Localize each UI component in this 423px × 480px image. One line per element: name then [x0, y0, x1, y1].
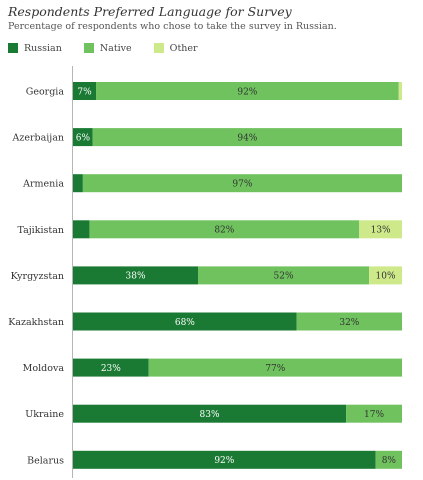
- category-label-azerbaijan: Azerbaijan: [11, 133, 64, 144]
- category-label-belarus: Belarus: [27, 455, 64, 466]
- bar-azerbaijan-native: [92, 128, 403, 147]
- legend-item-russian: Russian: [8, 43, 62, 54]
- chart-title: Respondents Preferred Language for Surve…: [8, 4, 292, 19]
- bar-kyrgyzstan-russian: [73, 266, 199, 285]
- legend-swatch-native: [83, 43, 94, 53]
- legend-swatch-russian: [8, 43, 18, 53]
- value-label-azerbaijan-native: 94%: [237, 133, 257, 143]
- bar-belarus-russian: [73, 450, 376, 469]
- value-label-kyrgyzstan-other: 10%: [376, 272, 396, 282]
- bar-kazakhstan-native: [296, 312, 402, 331]
- chart-subtitle: Percentage of respondents who chose to t…: [8, 21, 337, 32]
- bar-georgia-russian: [73, 82, 97, 100]
- value-label-tajikistan-other: 13%: [371, 226, 391, 236]
- value-label-azerbaijan-russian: 6%: [76, 133, 91, 143]
- bar-tajikistan-native: [89, 220, 360, 239]
- bar-ukraine-native: [346, 404, 402, 423]
- value-label-kyrgyzstan-native: 52%: [274, 272, 294, 282]
- value-label-moldova-native: 77%: [265, 364, 285, 374]
- category-label-georgia: Georgia: [26, 87, 65, 98]
- value-label-moldova-russian: 23%: [101, 364, 121, 374]
- value-label-ukraine-native: 17%: [364, 410, 384, 420]
- category-label-kazakhstan: Kazakhstan: [8, 317, 64, 328]
- value-label-georgia-russian: 7%: [77, 87, 92, 97]
- bar-tajikistan-other: [359, 220, 402, 239]
- value-label-belarus-native: 8%: [382, 456, 397, 466]
- legend-label-native: Native: [99, 42, 132, 54]
- category-label-ukraine: Ukraine: [25, 409, 64, 420]
- bar-azerbaijan-russian: [73, 128, 93, 147]
- bar-armenia-native: [82, 174, 403, 193]
- category-label-kyrgyzstan: Kyrgyzstan: [11, 271, 64, 282]
- bar-moldova-russian: [73, 358, 149, 377]
- legend-swatch-other: [153, 43, 164, 53]
- bar-kazakhstan-russian: [73, 312, 297, 331]
- legend-label-other: Other: [169, 42, 198, 54]
- bar-georgia-native: [96, 82, 399, 100]
- value-label-belarus-russian: 92%: [214, 456, 234, 466]
- bar-armenia-russian: [73, 174, 83, 193]
- legend-label-russian: Russian: [24, 42, 62, 54]
- value-label-tajikistan-native: 82%: [214, 226, 234, 236]
- bar-georgia-other: [398, 82, 402, 100]
- value-label-ukraine-russian: 83%: [200, 410, 220, 420]
- legend-item-other: Other: [153, 42, 198, 54]
- bar-tajikistan-russian: [73, 220, 90, 239]
- bar-ukraine-russian: [73, 404, 347, 423]
- bar-kyrgyzstan-native: [198, 266, 370, 285]
- value-label-kazakhstan-russian: 68%: [175, 318, 195, 328]
- category-label-tajikistan: Tajikistan: [17, 225, 64, 236]
- value-label-georgia-native: 92%: [237, 87, 257, 97]
- value-label-kazakhstan-native: 32%: [339, 318, 359, 328]
- bar-kyrgyzstan-other: [369, 266, 402, 285]
- bar-belarus-native: [375, 450, 402, 469]
- value-label-armenia-native: 97%: [232, 180, 252, 190]
- category-label-armenia: Armenia: [22, 179, 64, 190]
- legend: Russian Native Other: [8, 41, 220, 55]
- value-label-kyrgyzstan-russian: 38%: [126, 272, 146, 282]
- category-label-moldova: Moldova: [23, 363, 65, 374]
- legend-item-native: Native: [83, 42, 132, 54]
- bar-moldova-native: [148, 358, 402, 377]
